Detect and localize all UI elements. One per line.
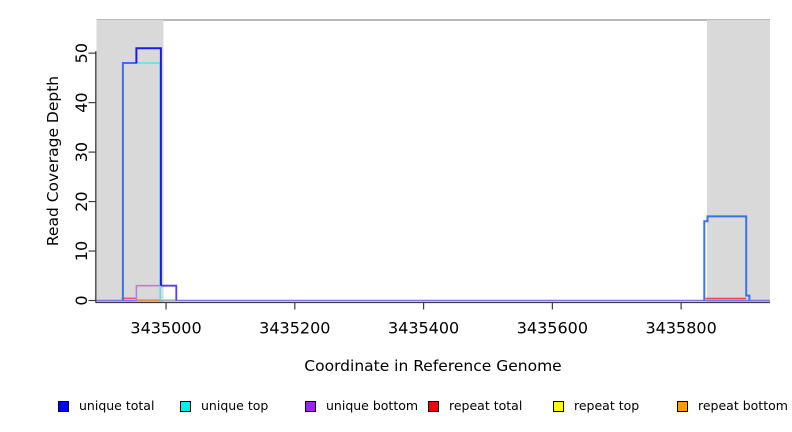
chart-legend: unique total unique top unique bottom repea… bbox=[0, 399, 792, 421]
legend-swatch bbox=[305, 400, 316, 412]
y-axis-title: Read Coverage Depth bbox=[44, 76, 62, 246]
y-tick-label: 40 bbox=[72, 92, 91, 112]
coverage-plot-canvas: 3435000 3435200 3435400 3435600 3435800 0 10 20… bbox=[44, 19, 770, 375]
legend-swatch bbox=[180, 400, 191, 412]
legend-item-unique-bottom: unique bottom bbox=[305, 399, 418, 413]
legend-swatch bbox=[58, 400, 69, 412]
y-tick-label: 10 bbox=[72, 241, 91, 261]
x-tick-label: 3435600 bbox=[517, 319, 588, 338]
y-tick-label: 20 bbox=[72, 191, 91, 211]
legend-label: repeat total bbox=[449, 398, 523, 413]
x-tick-label: 3435800 bbox=[646, 319, 717, 338]
legend-item-repeat-total: repeat total bbox=[428, 399, 522, 413]
legend-label: unique total bbox=[79, 398, 155, 413]
legend-item-unique-total: unique total bbox=[58, 399, 154, 413]
legend-label: repeat top bbox=[574, 398, 640, 413]
repeat-region-right bbox=[706, 20, 770, 303]
series-stroke-unique-total-right bbox=[703, 215, 751, 301]
series-stroke-unique-total-cap bbox=[135, 47, 162, 286]
legend-label: unique top bbox=[201, 398, 269, 413]
coverage-plot: 3435000 3435200 3435400 3435600 3435800 0 10 20… bbox=[44, 19, 770, 375]
repeat-region-left bbox=[96, 20, 164, 303]
y-tick-label: 0 bbox=[72, 295, 91, 305]
legend-item-repeat-bottom: repeat bottom bbox=[677, 399, 788, 413]
legend-item-repeat-top: repeat top bbox=[553, 399, 639, 413]
series-stroke-bottom-total-overlay bbox=[160, 284, 178, 301]
legend-label: repeat bottom bbox=[698, 398, 788, 413]
legend-swatch bbox=[428, 400, 439, 412]
legend-label: unique bottom bbox=[326, 398, 419, 413]
y-tick-label: 50 bbox=[72, 43, 91, 63]
x-axis-title: Coordinate in Reference Genome bbox=[304, 357, 561, 375]
x-tick-label: 3435400 bbox=[388, 319, 459, 338]
x-tick-label: 3435000 bbox=[130, 319, 201, 338]
series-stroke-unique-total-left bbox=[121, 62, 138, 301]
y-tick-label: 30 bbox=[72, 142, 91, 162]
x-tick-label: 3435200 bbox=[259, 319, 330, 338]
legend-item-unique-top: unique top bbox=[180, 399, 268, 413]
legend-swatch bbox=[553, 400, 564, 412]
legend-swatch bbox=[677, 400, 688, 412]
